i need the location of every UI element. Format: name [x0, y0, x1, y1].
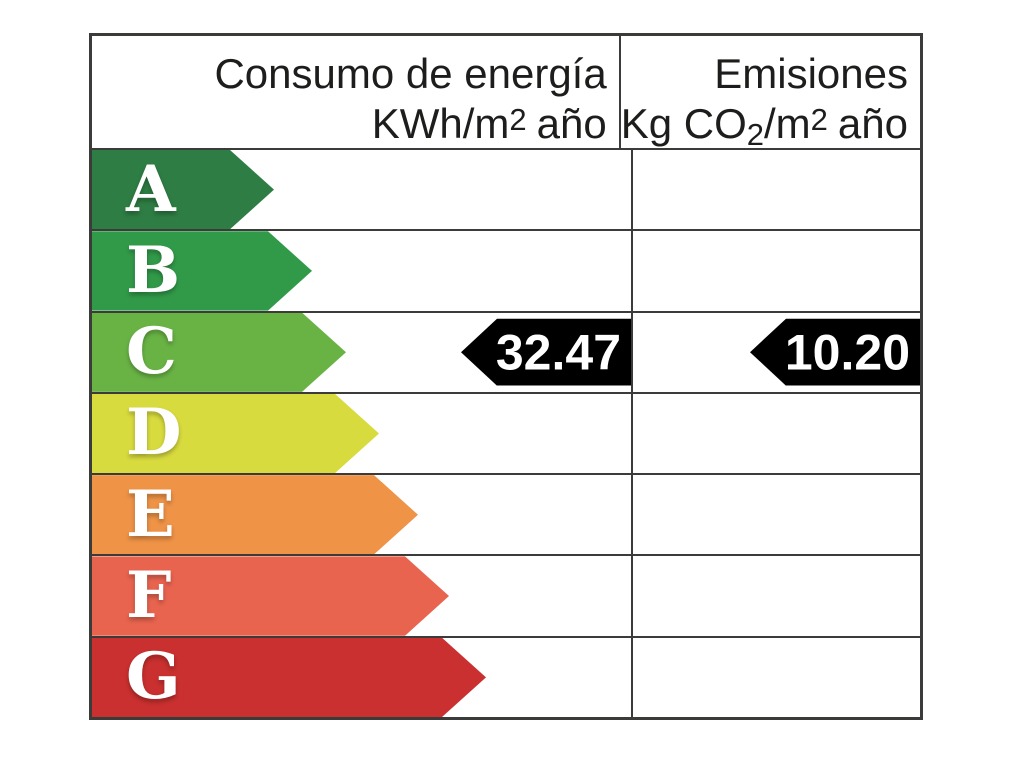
- rating-letter: C: [126, 314, 177, 390]
- rating-letter: D: [126, 395, 182, 471]
- rating-letter: A: [126, 151, 176, 227]
- rating-letter: F: [126, 558, 172, 634]
- rating-arrow: D: [92, 394, 379, 473]
- consumption-value: 32.47: [495, 324, 621, 381]
- consumption-unit-exponent: 2: [509, 102, 527, 137]
- consumption-unit-tail: año: [536, 100, 607, 147]
- emissions-header-line1: Emisiones: [714, 50, 908, 97]
- emissions-cell: [633, 394, 920, 473]
- consumption-cell: F: [92, 556, 633, 636]
- rating-row: D: [92, 391, 920, 474]
- rating-row: E: [92, 473, 920, 555]
- consumption-cell: D: [92, 393, 633, 474]
- consumption-cell: A: [92, 150, 633, 230]
- consumption-cell: E: [92, 475, 633, 555]
- rating-row: C 32.47 10.20: [92, 310, 920, 392]
- consumption-cell: G: [92, 637, 633, 717]
- emissions-unit-mid: /m: [764, 100, 811, 147]
- rating-letter: G: [126, 639, 181, 715]
- rating-row: B: [92, 229, 920, 311]
- emissions-cell: 10.20: [633, 313, 920, 392]
- header-row: Consumo de energía KWh/m2 año Emisiones K…: [92, 36, 920, 153]
- rating-arrow: E: [92, 475, 418, 554]
- rating-arrow: C: [92, 313, 346, 392]
- rating-arrow: B: [92, 231, 312, 310]
- emissions-cell: [633, 231, 920, 310]
- emissions-cell: [633, 475, 920, 554]
- rating-arrow: G: [92, 638, 486, 717]
- rating-letter: B: [126, 232, 181, 308]
- emissions-cell: [633, 638, 920, 717]
- emissions-unit-exponent: 2: [810, 102, 828, 137]
- energy-label: Consumo de energía KWh/m2 año Emisiones K…: [89, 33, 923, 720]
- rating-arrow: A: [92, 150, 274, 229]
- consumption-cell: B: [92, 231, 633, 311]
- emissions-unit-base: Kg CO: [620, 100, 747, 147]
- emissions-unit-subscript: 2: [746, 117, 765, 152]
- consumption-value-marker: 32.47: [461, 318, 631, 386]
- rating-row: A: [92, 148, 920, 230]
- emissions-value: 10.20: [784, 324, 910, 381]
- rating-arrow: F: [92, 556, 449, 635]
- rating-row: G: [92, 635, 920, 717]
- emissions-unit-tail: año: [837, 100, 908, 147]
- emissions-cell: [633, 556, 920, 635]
- consumption-cell: C 32.47: [92, 312, 633, 392]
- rating-row: F: [92, 554, 920, 636]
- emissions-cell: [633, 150, 920, 229]
- emissions-header: Emisiones Kg CO2/m2 año: [620, 36, 920, 153]
- consumption-header-line1: Consumo de energía: [214, 50, 607, 97]
- rating-letter: E: [126, 476, 175, 552]
- emissions-value-marker: 10.20: [750, 318, 920, 386]
- consumption-header: Consumo de energía KWh/m2 año: [92, 36, 621, 148]
- consumption-unit-base: KWh/m: [371, 100, 510, 147]
